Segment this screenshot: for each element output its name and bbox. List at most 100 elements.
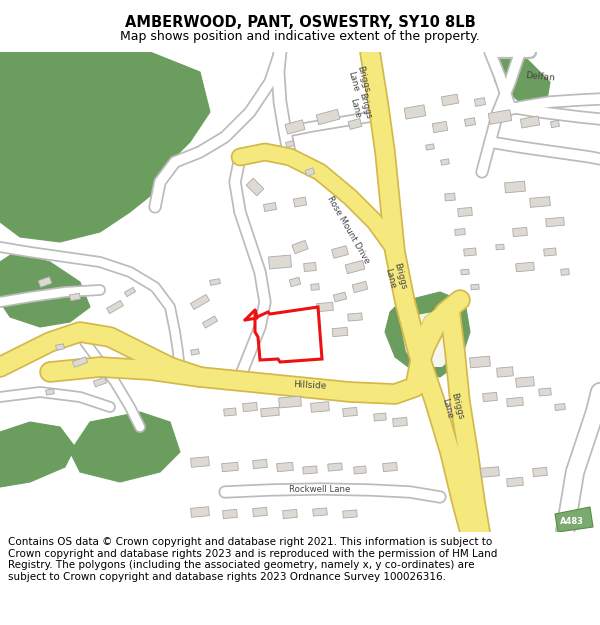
Polygon shape	[293, 197, 307, 207]
Polygon shape	[544, 248, 556, 256]
Polygon shape	[425, 144, 434, 150]
Polygon shape	[458, 208, 472, 217]
Polygon shape	[555, 404, 565, 411]
Polygon shape	[311, 284, 319, 291]
Polygon shape	[383, 462, 397, 472]
Polygon shape	[402, 310, 460, 367]
Polygon shape	[253, 508, 268, 517]
Polygon shape	[269, 255, 292, 269]
Polygon shape	[304, 262, 316, 271]
Polygon shape	[285, 120, 305, 134]
Polygon shape	[464, 118, 476, 126]
Polygon shape	[343, 510, 357, 518]
Polygon shape	[551, 121, 559, 127]
Polygon shape	[348, 119, 362, 129]
Polygon shape	[316, 109, 340, 124]
Polygon shape	[496, 244, 504, 250]
Polygon shape	[392, 418, 407, 427]
Polygon shape	[94, 377, 107, 387]
Polygon shape	[533, 468, 547, 477]
Polygon shape	[464, 248, 476, 256]
Polygon shape	[73, 357, 88, 367]
Polygon shape	[313, 508, 327, 516]
Polygon shape	[277, 462, 293, 472]
Polygon shape	[470, 356, 490, 368]
Polygon shape	[442, 94, 458, 106]
Text: Briggs
Lane: Briggs Lane	[439, 391, 465, 422]
Polygon shape	[209, 279, 220, 286]
Polygon shape	[506, 478, 523, 487]
Polygon shape	[332, 328, 348, 337]
Polygon shape	[404, 105, 426, 119]
Polygon shape	[0, 422, 75, 487]
Polygon shape	[190, 294, 209, 309]
Polygon shape	[445, 193, 455, 201]
Polygon shape	[332, 246, 349, 258]
Polygon shape	[555, 507, 593, 532]
Text: Hillside: Hillside	[293, 379, 327, 391]
Polygon shape	[305, 168, 315, 176]
Polygon shape	[520, 116, 539, 128]
Polygon shape	[333, 292, 347, 302]
Polygon shape	[242, 402, 257, 412]
Polygon shape	[440, 159, 449, 165]
Polygon shape	[191, 349, 199, 355]
Polygon shape	[385, 292, 470, 377]
Polygon shape	[515, 262, 535, 272]
Polygon shape	[545, 217, 565, 227]
Polygon shape	[224, 408, 236, 416]
Polygon shape	[515, 377, 535, 388]
Polygon shape	[70, 412, 180, 482]
Polygon shape	[415, 302, 450, 347]
Polygon shape	[345, 261, 365, 274]
Polygon shape	[124, 288, 136, 297]
Polygon shape	[0, 252, 90, 327]
Text: Rose Mount Drive: Rose Mount Drive	[325, 194, 371, 266]
Polygon shape	[352, 281, 368, 292]
Polygon shape	[506, 398, 523, 407]
Polygon shape	[278, 396, 301, 408]
Polygon shape	[497, 367, 514, 377]
Polygon shape	[191, 507, 209, 518]
Text: Briggs
Lane: Briggs Lane	[345, 64, 371, 96]
Polygon shape	[303, 466, 317, 474]
Text: Briggs
Lane: Briggs Lane	[347, 91, 373, 123]
Text: Delfan: Delfan	[525, 71, 555, 82]
Polygon shape	[56, 344, 64, 350]
Polygon shape	[286, 141, 295, 148]
Polygon shape	[348, 313, 362, 321]
Polygon shape	[253, 459, 268, 469]
Text: A483: A483	[560, 516, 584, 526]
Polygon shape	[471, 284, 479, 290]
Polygon shape	[263, 202, 277, 211]
Polygon shape	[191, 457, 209, 468]
Polygon shape	[0, 52, 210, 242]
Text: Rockwell Lane: Rockwell Lane	[289, 486, 350, 494]
Polygon shape	[475, 98, 485, 106]
Polygon shape	[461, 269, 469, 275]
Polygon shape	[354, 466, 366, 474]
Polygon shape	[505, 181, 526, 193]
Polygon shape	[539, 388, 551, 396]
Text: AMBERWOOD, PANT, OSWESTRY, SY10 8LB: AMBERWOOD, PANT, OSWESTRY, SY10 8LB	[125, 14, 475, 29]
Polygon shape	[46, 389, 55, 395]
Polygon shape	[202, 316, 218, 328]
Polygon shape	[488, 109, 512, 124]
Polygon shape	[328, 463, 342, 471]
Polygon shape	[530, 197, 550, 208]
Text: Briggs
Lane: Briggs Lane	[382, 261, 408, 292]
Polygon shape	[512, 228, 527, 237]
Polygon shape	[490, 52, 550, 112]
Polygon shape	[38, 277, 52, 288]
Polygon shape	[289, 278, 301, 287]
Polygon shape	[455, 229, 465, 236]
Text: Map shows position and indicative extent of the property.: Map shows position and indicative extent…	[120, 29, 480, 42]
Polygon shape	[283, 509, 298, 519]
Text: Contains OS data © Crown copyright and database right 2021. This information is : Contains OS data © Crown copyright and d…	[8, 537, 497, 582]
Polygon shape	[223, 509, 238, 519]
Polygon shape	[292, 241, 308, 254]
Polygon shape	[481, 467, 499, 478]
Polygon shape	[433, 121, 448, 132]
Polygon shape	[561, 269, 569, 276]
Polygon shape	[317, 302, 334, 312]
